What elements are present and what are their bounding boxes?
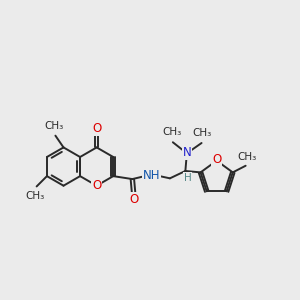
Text: O: O (212, 153, 221, 167)
Text: H: H (184, 172, 191, 183)
Text: O: O (92, 179, 101, 192)
Text: CH₃: CH₃ (26, 191, 45, 201)
Text: CH₃: CH₃ (193, 128, 212, 138)
Text: CH₃: CH₃ (44, 121, 64, 131)
Text: CH₃: CH₃ (163, 128, 182, 137)
Text: CH₃: CH₃ (238, 152, 257, 162)
Text: N: N (182, 146, 191, 159)
Text: NH: NH (143, 169, 160, 182)
Text: O: O (129, 193, 139, 206)
Text: O: O (92, 122, 101, 135)
